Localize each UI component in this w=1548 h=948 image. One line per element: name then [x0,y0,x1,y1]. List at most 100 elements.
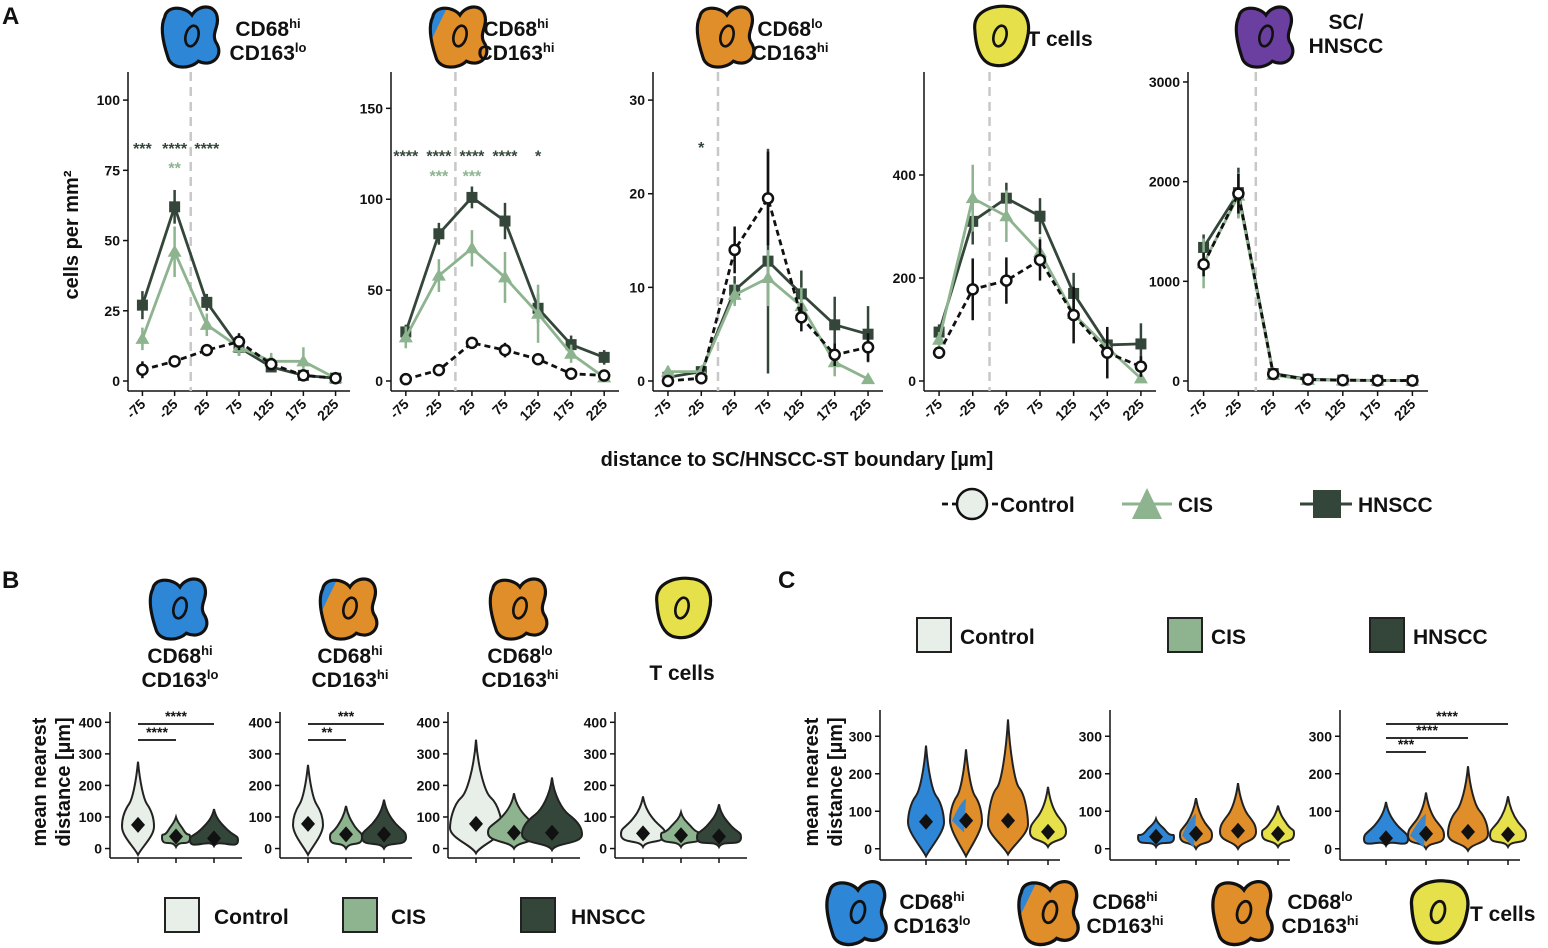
nucleus [1041,899,1059,925]
legend-swatch [520,897,556,933]
macrophage-blue-icon [825,879,888,947]
data-point-control [1371,374,1384,387]
data-point-control [1301,373,1315,386]
icon-outline [825,879,888,947]
data-point-cis [660,364,675,377]
title-line1: CD68hi [235,16,300,41]
x-tick-label: 125 [249,396,277,424]
series-line-hnscc [1202,188,1413,382]
violin-shape [1218,782,1258,851]
icon-outline [160,5,221,69]
mean-marker [1501,826,1515,843]
legend-label-control: Control [1000,494,1075,517]
mean-marker [919,813,933,830]
data-point-control [966,283,979,296]
data-point-control [399,372,413,386]
title-sup: hi [377,667,389,682]
x-tick-label: 225 [846,396,874,424]
title-main: CD68 [487,645,541,668]
title-main: CD68 [1287,891,1341,914]
macrophage-blue-orange-icon [1017,879,1080,947]
title-line2: CD163hi [312,667,389,692]
tumor-cell-purple-icon [1234,5,1295,69]
x-tick-label: 125 [1321,396,1349,424]
panel-label-c: C [778,567,795,594]
y-tick-label: 0 [908,373,916,389]
x-tick-label: -75 [648,396,674,422]
nucleus [1429,899,1447,925]
y-tick-label: 30 [629,92,645,108]
bracket-label: *** [1398,736,1415,752]
title-line1: SC/ [1328,11,1363,34]
y-tick-label: 0 [1172,373,1180,389]
data-point-hnscc [466,191,478,203]
data-point-control [1101,346,1114,359]
data-point-control [861,341,875,354]
y-tick-label: 100 [417,809,441,825]
violin-split-fill [1182,813,1196,848]
x-tick-label: -25 [1219,396,1245,422]
y-tick-label: 20 [629,186,645,202]
title-sup: hi [371,643,383,658]
y-tick-label: 400 [249,714,273,730]
title-main: CD68 [147,645,201,668]
nucleus [992,24,1008,48]
title-main: CD163 [482,669,547,692]
x-tick-label: 75 [1292,396,1314,418]
icon-outline [973,4,1031,68]
data-point-control [1033,253,1047,267]
title-line2: CD163hi [1282,913,1359,938]
legend-marker-hnscc [1313,490,1341,518]
panel-a-xlabel: distance to SC/HNSCC-ST boundary [µm] [601,449,994,471]
legend-swatch [916,617,952,653]
macrophage-orange-icon [695,5,756,69]
significance-label: **** [459,149,485,166]
legend-label: CIS [391,906,426,929]
x-tick-label: 75 [223,396,245,418]
y-tick-label: 400 [893,167,917,183]
violin-shape [1446,766,1490,853]
data-point-control [1067,308,1080,322]
icon-outline [488,577,549,641]
panel-c-chart-1: 0 100 200 300 [849,710,1068,865]
data-point-control [932,346,946,359]
title-line1: CD68hi [1092,889,1157,914]
icon-outline [1409,879,1470,945]
data-point-cis [861,372,876,385]
y-tick-label: 300 [249,746,273,762]
y-tick-label: 200 [417,777,441,793]
mean-marker [1189,825,1203,842]
data-point-hnscc [136,299,148,311]
title-line1: CD68hi [899,889,964,914]
x-tick-label: -25 [953,396,979,422]
violin-shape [291,764,325,858]
significance-label: **** [493,149,519,166]
y-tick-label: 200 [1309,766,1333,782]
data-point-hnscc [829,319,841,331]
nucleus [1235,899,1253,925]
x-tick-label: -75 [123,396,149,422]
title-line1: CD68hi [317,643,382,668]
title-main: CD68 [483,18,537,41]
title-sup: hi [817,40,829,55]
data-point-cis [727,287,742,300]
mean-marker [1231,822,1245,839]
y-tick-label: 100 [360,191,384,207]
data-point-control [661,374,675,388]
y-tick-label: 200 [79,777,103,793]
panel-b-chart-4: T cells 0 100 200 300 400 [584,576,747,863]
bracket-label: ** [322,724,333,740]
data-point-control [1336,373,1350,387]
mean-marker [1461,823,1475,840]
significance-label: *** [463,169,482,186]
panel-c-ylabel-line1: mean nearest [801,717,823,846]
title-main: CD68 [317,645,371,668]
data-point-control [232,335,246,348]
data-point-control [168,355,181,368]
panel-a-legend: Control CIS HNSCC [942,487,1433,521]
data-point-control [1197,258,1210,271]
legend-swatch [164,897,200,933]
